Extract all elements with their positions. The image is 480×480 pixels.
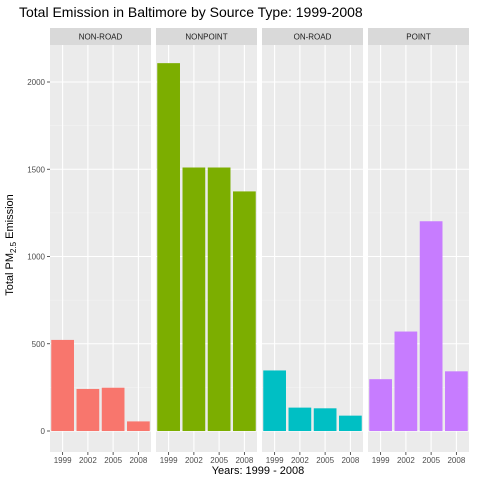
x-tick-label: 2008: [447, 456, 465, 465]
x-tick-label: 2005: [422, 456, 440, 465]
bar: [127, 421, 150, 431]
y-axis-title-suffix: Emission: [4, 194, 16, 242]
x-tick-label: 2002: [291, 456, 309, 465]
facet-strip: [156, 28, 257, 45]
x-axis-title: Years: 1999 - 2008: [212, 465, 305, 477]
y-axis-title: Total PM2.5 Emission: [4, 194, 18, 296]
facet-label: NON-ROAD: [79, 33, 123, 42]
bar: [445, 371, 468, 431]
bar: [51, 339, 74, 431]
bar: [394, 331, 418, 431]
facet-label: POINT: [406, 33, 431, 42]
facet-panel: NON-ROAD 1999 2002 2005 2008: [50, 28, 151, 465]
facet-panels: NON-ROAD 1999 2002 2005 2008 NONPOINT 1999 2002…: [50, 28, 469, 465]
x-tick-label: 2002: [397, 456, 415, 465]
bar: [101, 387, 125, 431]
bar: [419, 221, 443, 431]
bar: [313, 408, 337, 431]
y-tick-label: 1000: [27, 253, 45, 262]
y-axis: 0 500 1000 1500 2000: [27, 78, 50, 436]
x-tick-label: 1999: [160, 456, 178, 465]
facet-strip: [50, 28, 151, 45]
y-tick-label: 2000: [27, 78, 45, 87]
bar: [339, 415, 362, 431]
bar: [288, 407, 312, 431]
x-tick-label: 2008: [235, 456, 253, 465]
facet-panel: POINT 1999 2002 2005 2008: [368, 28, 469, 465]
x-tick-label: 1999: [372, 456, 390, 465]
x-tick-label: 2002: [185, 456, 203, 465]
bar: [182, 167, 206, 431]
bar: [369, 379, 392, 431]
facet-panel: ON-ROAD 1999 2002 2005 2008: [262, 28, 363, 465]
facet-strip: [262, 28, 363, 45]
bar: [76, 388, 100, 431]
facet-panel: NONPOINT 1999 2002 2005 2008: [156, 28, 257, 465]
bar: [207, 167, 231, 431]
x-tick-label: 1999: [54, 456, 72, 465]
x-tick-label: 2002: [79, 456, 97, 465]
bar: [157, 63, 180, 432]
y-axis-title-subscript: 2.5: [9, 241, 18, 253]
x-tick-label: 2005: [104, 456, 122, 465]
facet-label: ON-ROAD: [294, 33, 332, 42]
y-axis-title-prefix: Total PM: [4, 253, 16, 296]
facet-strip: [368, 28, 469, 45]
x-tick-label: 2008: [341, 456, 359, 465]
chart-title: Total Emission in Baltimore by Source Ty…: [19, 4, 363, 20]
y-tick-label: 0: [41, 427, 46, 436]
x-tick-label: 2005: [210, 456, 228, 465]
facet-label: NONPOINT: [185, 33, 227, 42]
y-tick-label: 1500: [27, 165, 45, 174]
bar: [233, 191, 256, 431]
bar: [263, 370, 286, 431]
x-tick-label: 2005: [316, 456, 334, 465]
x-tick-label: 1999: [266, 456, 284, 465]
y-tick-label: 500: [32, 340, 46, 349]
x-tick-label: 2008: [129, 456, 147, 465]
